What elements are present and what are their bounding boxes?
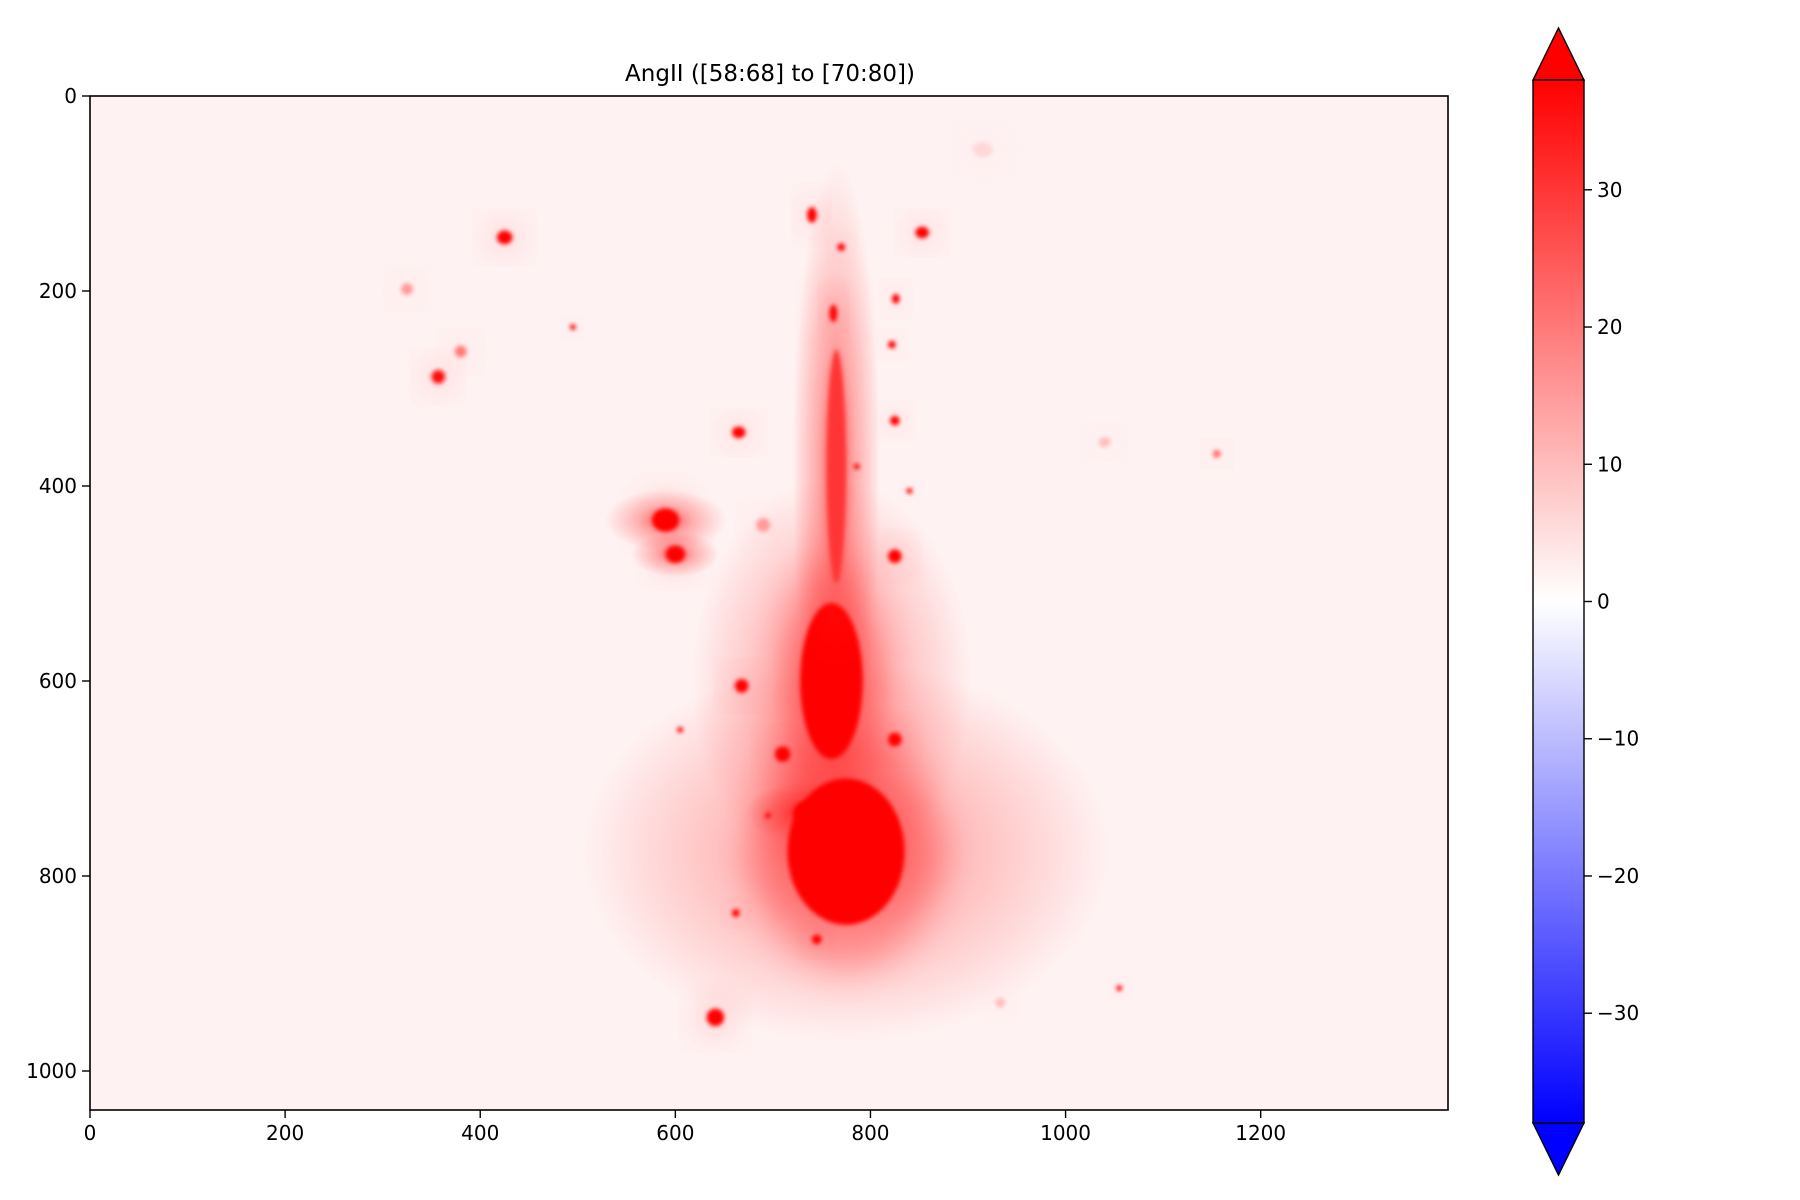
x-tick-label: 400 [461,1121,499,1145]
signal-cell [774,746,791,762]
signal-cell [1098,437,1111,447]
x-tick-label: 1200 [1235,1121,1286,1145]
x-tick-label: 1000 [1040,1121,1091,1145]
y-tick-label: 0 [64,84,77,108]
colorbar-tick-label: 20 [1597,315,1622,339]
signal-cell [888,549,902,564]
signal-cell [496,230,513,245]
signal-cell [800,603,863,759]
y-tick-label: 1000 [26,1059,77,1083]
colorbar-tick-label: 30 [1597,178,1622,202]
signal-cell [888,732,902,747]
signal-cell [651,508,680,532]
signal-cell [454,345,467,358]
x-tick-label: 0 [84,1121,97,1145]
y-axis: 0 200 400 600 800 1000 [26,84,90,1083]
signal-cell [972,141,993,158]
colorbar-tick-label: −30 [1597,1001,1639,1025]
colorbar-extend-max [1531,26,1586,81]
signal-cell [677,726,684,733]
signal-cell [915,226,929,239]
signal-cell [431,369,446,384]
colorbar: −30 −20 −10 0 10 20 30 [1531,26,1639,1177]
colorbar-gradient [1532,79,1585,1124]
x-tick-label: 600 [656,1121,694,1145]
signal-cell [889,415,900,426]
colorbar-tick-label: −10 [1597,727,1639,751]
y-tick-label: 400 [39,474,77,498]
y-tick-label: 200 [39,279,77,303]
signal-cell [837,243,846,252]
x-tick-label: 200 [266,1121,304,1145]
y-tick-label: 600 [39,669,77,693]
signal-cell [853,463,860,470]
signal-cell [731,909,740,917]
signal-cell [793,800,821,825]
signal-cell [1212,449,1221,458]
colorbar-ticks: −30 −20 −10 0 10 20 30 [1584,178,1639,1025]
signal-cell [1116,985,1123,992]
image-plot [90,96,1448,1110]
signal-cell [811,934,822,945]
signal-cell [734,679,749,693]
plot-frame [89,95,1449,1111]
signal-cell [888,340,896,349]
signal-cell [906,487,913,494]
signal-cell [756,518,770,532]
chart-title: AngII ([58:68] to [70:80]) [625,61,915,87]
signal-cell [569,324,576,331]
colorbar-tick-label: −20 [1597,864,1639,888]
signal-cell [829,304,838,323]
signal-cell [731,426,746,439]
colorbar-extend-min [1531,1122,1586,1177]
x-axis: 0 200 400 600 800 1000 1200 [84,1110,1286,1145]
signal-cell [826,349,847,584]
signal-cell [995,997,1006,1008]
colorbar-tick-label: 10 [1597,452,1622,476]
x-tick-label: 800 [851,1121,889,1145]
signal-cell [401,283,413,295]
signal-features [397,137,1224,1032]
signal-cell [891,293,900,304]
signal-cell [807,207,817,223]
signal-cell [665,545,686,564]
colorbar-tick-label: 0 [1597,590,1610,614]
y-tick-label: 800 [39,864,77,888]
signal-cell [765,812,771,819]
signal-cell [706,1008,725,1027]
